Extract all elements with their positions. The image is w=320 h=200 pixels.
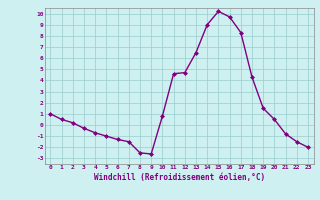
X-axis label: Windchill (Refroidissement éolien,°C): Windchill (Refroidissement éolien,°C) [94, 173, 265, 182]
